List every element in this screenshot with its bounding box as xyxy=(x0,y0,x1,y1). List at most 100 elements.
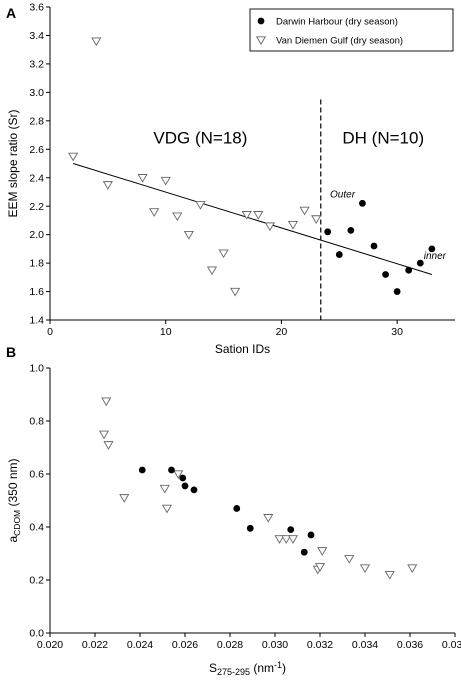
vdg-point xyxy=(161,504,173,514)
vdg-point xyxy=(287,535,299,544)
x-tick-label: 0.028 xyxy=(217,639,243,651)
vdg-point xyxy=(183,230,194,240)
legend-vdg-marker xyxy=(255,36,267,45)
y-tick-label: 3.0 xyxy=(29,87,44,99)
vdg-point xyxy=(317,547,328,556)
x-tick-label: 0.024 xyxy=(127,639,153,651)
x-tick-label: 0.026 xyxy=(172,639,198,651)
legend-dh-label: Darwin Harbour (dry season) xyxy=(276,17,398,28)
x-tick-label: 0.034 xyxy=(352,639,378,651)
region-label-dh: DH (N=10) xyxy=(342,129,424,148)
vdg-point xyxy=(160,176,171,186)
vdg-point xyxy=(274,535,285,544)
vdg-point xyxy=(241,211,252,220)
y-axis-title: EEM slope ratio (Sr) xyxy=(6,109,20,217)
dh-point xyxy=(416,259,424,267)
y-tick-label: 0.2 xyxy=(29,575,44,587)
y-tick-label: 1.8 xyxy=(29,258,44,270)
legend: Darwin Harbour (dry season) Van Diemen Gu… xyxy=(249,8,454,52)
dh-point xyxy=(287,526,295,534)
panel-label-a: A xyxy=(6,5,16,21)
y-tick-label: 2.8 xyxy=(29,115,44,127)
vdg-point xyxy=(68,152,79,162)
annotation-outer: Outer xyxy=(330,190,356,201)
vdg-point xyxy=(281,535,292,544)
y-tick-label: 3.2 xyxy=(29,59,44,71)
region-label-vdg: VDG (N=18) xyxy=(153,129,247,148)
vdg-point xyxy=(253,211,264,220)
panel-label-b: B xyxy=(6,344,16,360)
x-tick-label: 0.036 xyxy=(397,639,423,651)
y-tick-label: 1.6 xyxy=(29,286,44,298)
y-tick-label: 1.4 xyxy=(29,315,44,327)
vdg-point xyxy=(119,494,130,503)
vdg-point xyxy=(344,555,355,564)
dh-point xyxy=(233,505,241,512)
vdg-point xyxy=(263,514,274,523)
y-tick-label: 0.0 xyxy=(29,628,44,640)
vdg-point xyxy=(384,571,395,580)
dh-point xyxy=(246,524,254,532)
x-tick-label: 0.020 xyxy=(37,639,63,651)
dh-point xyxy=(335,251,343,258)
dh-point xyxy=(181,482,189,490)
dh-point xyxy=(179,474,187,482)
y-tick-label: 3.4 xyxy=(29,30,44,42)
dh-point xyxy=(307,531,315,539)
trendline xyxy=(72,163,433,275)
x-tick-label: 0.038 xyxy=(442,639,461,651)
vdg-point xyxy=(172,212,183,222)
y-tick-label: 2.4 xyxy=(29,172,44,184)
x-tick-label: 0.032 xyxy=(307,639,333,651)
legend-box xyxy=(249,8,454,52)
vdg-point xyxy=(359,564,371,574)
vdg-point xyxy=(195,201,206,210)
x-tick-label: 10 xyxy=(160,326,172,338)
y-axis-title: aCDOM (350 nm) xyxy=(6,458,22,542)
vdg-point xyxy=(264,222,275,232)
dh-point xyxy=(382,271,389,278)
vdg-point xyxy=(311,215,322,224)
legend-vdg-label: Van Diemen Gulf (dry season) xyxy=(276,36,403,47)
vdg-point xyxy=(287,221,299,230)
vdg-point xyxy=(218,249,229,259)
dh-point xyxy=(168,466,175,474)
y-tick-label: 2.2 xyxy=(29,201,44,213)
dh-point xyxy=(300,548,308,556)
y-tick-label: 1.0 xyxy=(29,363,44,375)
vdg-point xyxy=(314,563,326,572)
vdg-point xyxy=(206,266,218,276)
vdg-point xyxy=(103,441,114,450)
x-tick-label: 0.030 xyxy=(262,639,288,651)
dh-point xyxy=(393,288,401,295)
dh-point xyxy=(428,245,436,253)
dh-point xyxy=(324,228,332,236)
dh-point xyxy=(347,226,355,234)
panel-a: A 1.4 1.6 1.8 2.0 2.2 2.4 2.6 2.8 3.0 3.2 3.4 3.6 0 10… xyxy=(6,2,455,356)
y-tick-label: 3.6 xyxy=(29,2,44,14)
vdg-point xyxy=(91,37,102,47)
dh-point xyxy=(190,486,198,494)
y-tick-label: 0.6 xyxy=(29,469,44,481)
vdg-point xyxy=(137,174,148,183)
vdg-point xyxy=(407,564,418,574)
vdg-point xyxy=(101,397,112,407)
x-axis-title: Sation IDs xyxy=(215,342,270,356)
panel-b: B 0.0 0.2 0.4 0.6 0.8 1.0 0.020 0.022 0.024 0.026 0… xyxy=(6,344,461,677)
x-tick-label: 0.022 xyxy=(82,639,108,651)
dh-point xyxy=(138,466,146,474)
vdg-point xyxy=(230,287,241,297)
dh-point xyxy=(405,266,413,274)
x-tick-label: 0 xyxy=(47,326,53,338)
y-tick-label: 2.6 xyxy=(29,144,44,156)
x-axis-title: S275-295 (nm-1) xyxy=(209,660,286,677)
vdg-point xyxy=(149,208,160,217)
x-tick-label: 30 xyxy=(391,326,403,338)
y-tick-label: 0.4 xyxy=(29,522,44,534)
vdg-point xyxy=(98,430,110,440)
vdg-point xyxy=(299,206,310,216)
vdg-point xyxy=(102,181,113,190)
vdg-point xyxy=(159,484,170,494)
x-tick-label: 20 xyxy=(276,326,288,338)
